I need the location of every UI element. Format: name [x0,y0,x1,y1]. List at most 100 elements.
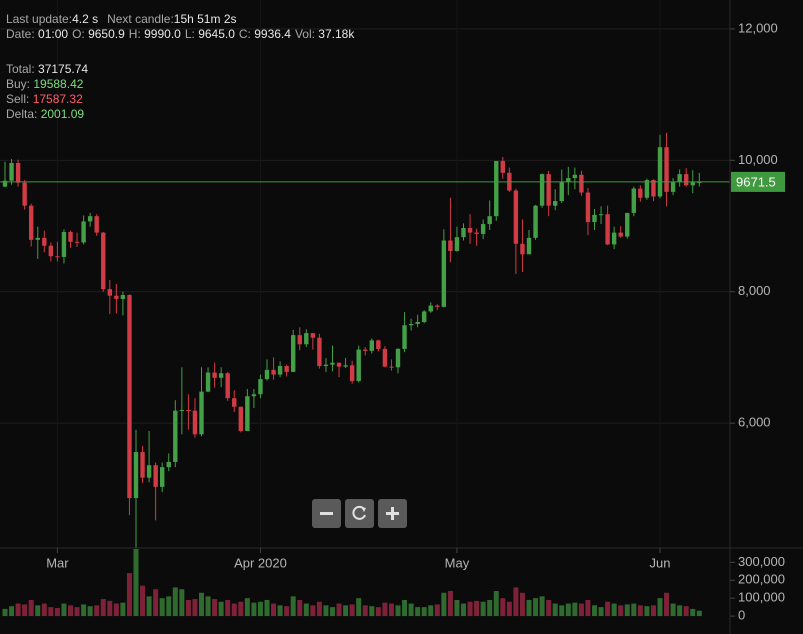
ohlc-value: 9936.4 [254,27,291,41]
info-row: Sell: 17587.32 [6,92,358,107]
volume-bar [41,603,47,617]
candle-body [61,231,67,257]
volume-bar [395,605,401,617]
volume-bar [447,591,453,617]
ohlc-value: 9990.0 [144,27,181,41]
candle-body [9,162,14,181]
x-tick-label: Mar [46,555,69,570]
volume-bar [323,605,329,617]
volume-bar [81,604,87,617]
volume-bar [382,602,388,617]
volume-bar [362,605,368,617]
volume-bar [290,596,296,617]
zoom-out-icon [320,512,333,515]
last-price-box [731,171,785,192]
candle-body [559,182,564,202]
candle-body [225,373,230,399]
volume-bar [94,605,100,617]
info-row: Delta: 2001.09 [6,107,358,122]
candle-body [133,452,139,499]
volume-bar [349,604,355,617]
candle-body [435,305,440,307]
zoom-in-button[interactable] [378,499,407,528]
total-label: Total: [6,62,35,76]
ohlc-label: H: [128,27,141,41]
volume-bar [513,587,519,617]
ohlc-label: Vol: [294,27,315,41]
volume-bar [2,608,8,617]
zoom-out-button[interactable] [312,499,341,528]
total-label: Buy: [6,77,31,91]
candle-body [618,232,623,237]
last-price-label: 9671.5 [736,174,776,189]
volume-bar [172,587,178,617]
reset-button[interactable] [345,499,374,528]
volume-bar [474,600,480,617]
volume-bar [140,585,146,617]
volume-bar [690,608,696,617]
volume-bar [251,602,257,617]
candle-body [218,373,224,378]
ohlc-value: 9645.0 [198,27,235,41]
candle-body [585,192,591,223]
candle-body [186,410,191,412]
candle-body [467,228,473,233]
status-label: Next candle: [107,12,174,26]
volume-bar [244,598,250,617]
candle-body [68,231,73,242]
volume-bar [271,603,277,617]
candle-body [454,237,460,252]
candle-body [592,214,597,223]
candle-body [304,333,309,345]
candle-body [297,335,302,345]
candle-body [251,394,257,397]
volume-bar [461,603,466,617]
candle-body [363,349,368,351]
volume-bar [199,592,204,617]
info-row: Buy: 19588.42 [6,77,358,92]
volume-bar [578,603,584,617]
candle-body [238,406,243,432]
volume-bar [657,598,663,617]
candle-body [48,245,54,257]
candle-body [349,365,355,382]
candle-body [474,232,479,234]
volume-bar [375,607,381,617]
ohlc-value: 9650.9 [88,27,125,41]
volume-bar [650,605,656,617]
volume-tick-label: 300,000 [738,554,785,569]
candle-body [336,362,342,367]
candle-body [277,365,283,375]
total-label: Delta: [6,107,38,121]
ohlc-label: O: [72,27,85,41]
status-value: 4.2 s [72,12,99,26]
candle-body [140,452,145,478]
candle-body [520,243,525,255]
ohlc-value: 37.18k [318,27,355,41]
candle-body [192,410,198,435]
candle-body [107,289,112,296]
candle-body [29,205,34,240]
volume-bar [618,605,624,617]
volume-bar [572,602,578,617]
total-value: 17587.32 [32,92,83,106]
volume-bar [297,599,303,617]
volume-bar [310,605,316,617]
candle-body [480,224,486,234]
volume-bar [487,599,493,617]
candle-body [258,379,263,395]
candle-body [657,147,663,197]
candle-body [461,228,466,238]
volume-bar [526,599,532,617]
info-row: Total: 37175.74 [6,62,358,77]
volume-bar [356,598,362,617]
volume-bar [153,589,159,617]
candle-body [526,237,532,255]
volume-bar [336,603,342,617]
candle-body [264,369,270,380]
volume-bar [598,607,604,617]
volume-bar [74,607,80,617]
volume-bar [670,603,676,617]
candle-body [317,337,322,366]
